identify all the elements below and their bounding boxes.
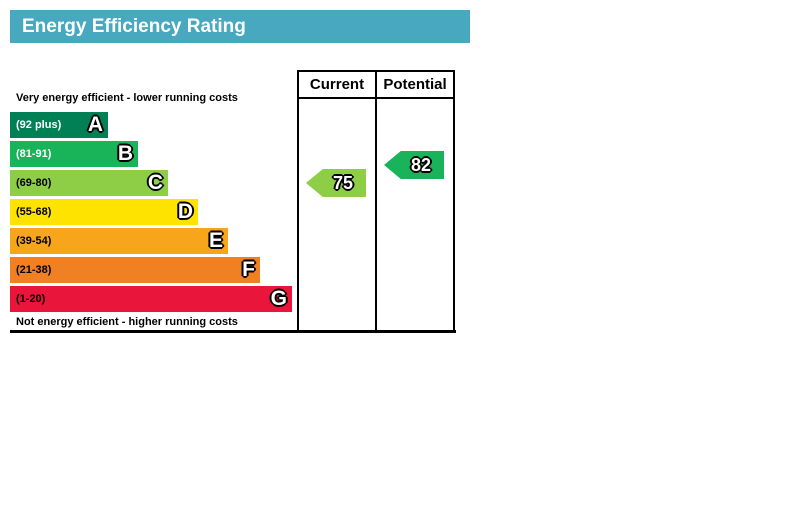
band-range-label: (55-68) — [16, 206, 52, 218]
potential-column-header: Potential — [377, 72, 453, 99]
band-range-label: (39-54) — [16, 235, 52, 247]
bottom-note: Not energy efficient - higher running co… — [16, 316, 238, 328]
band-letter: D — [177, 200, 193, 223]
band-range-label: (1-20) — [16, 293, 46, 305]
band-row-d: (55-68) D — [10, 199, 198, 225]
energy-efficiency-chart: Current Potential Very energy efficient … — [10, 70, 456, 336]
band-range-label: (92 plus) — [16, 119, 62, 131]
potential-rating-value: 82 — [410, 154, 432, 175]
current-column-header: Current — [299, 72, 375, 99]
band-range-label: (69-80) — [16, 177, 52, 189]
band-row-b: (81-91) B — [10, 141, 138, 167]
band-letter: F — [242, 258, 255, 281]
band-row-a: (92 plus) A — [10, 112, 108, 138]
current-rating-value: 75 — [332, 172, 354, 193]
band-letter: G — [270, 287, 287, 310]
page-title: Energy Efficiency Rating — [22, 15, 246, 37]
top-note: Very energy efficient - lower running co… — [16, 92, 238, 104]
band-row-e: (39-54) E — [10, 228, 228, 254]
band-range-label: (21-38) — [16, 264, 52, 276]
band-row-c: (69-80) C — [10, 170, 168, 196]
band-letter: C — [147, 171, 163, 194]
band-row-f: (21-38) F — [10, 257, 260, 283]
band-row-g: (1-20) G — [10, 286, 292, 312]
current-column: Current — [299, 72, 375, 333]
band-letter: B — [117, 142, 133, 165]
band-letter: E — [208, 229, 223, 252]
band-range-label: (81-91) — [16, 148, 52, 160]
potential-column: Potential — [375, 72, 453, 333]
title-bar: Energy Efficiency Rating — [10, 10, 470, 43]
chart-bottom-border — [10, 330, 456, 333]
band-letter: A — [87, 113, 103, 136]
rating-columns-frame: Current Potential — [297, 70, 455, 333]
